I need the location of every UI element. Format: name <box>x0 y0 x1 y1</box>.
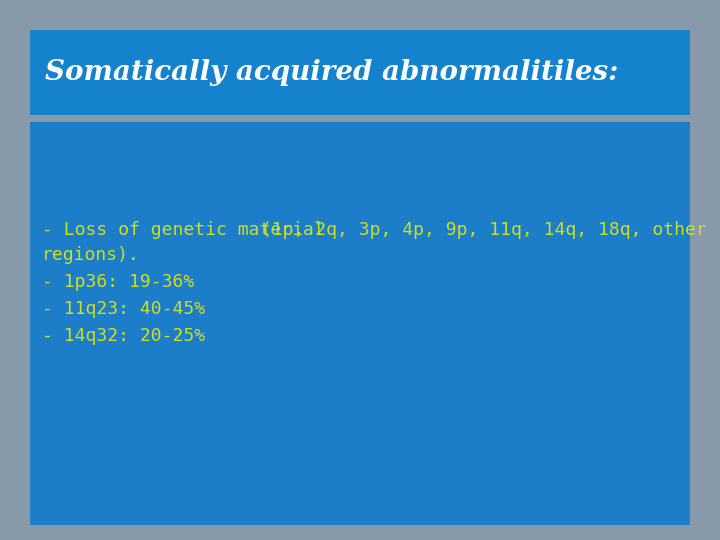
Text: - 14q32: 20-25%: - 14q32: 20-25% <box>42 327 205 345</box>
Text: (1p, 2q, 3p, 4p, 9p, 11q, 14q, 18q, other: (1p, 2q, 3p, 4p, 9p, 11q, 14q, 18q, othe… <box>250 221 707 239</box>
Text: - Loss of genetic material: - Loss of genetic material <box>42 221 325 239</box>
Text: Somatically acquired abnormalitiles:: Somatically acquired abnormalitiles: <box>45 59 618 86</box>
Bar <box>30 122 690 525</box>
Text: regions).: regions). <box>42 246 140 264</box>
Text: - 1p36: 19-36%: - 1p36: 19-36% <box>42 273 194 291</box>
Bar <box>30 30 690 115</box>
Text: - 11q23: 40-45%: - 11q23: 40-45% <box>42 300 205 318</box>
